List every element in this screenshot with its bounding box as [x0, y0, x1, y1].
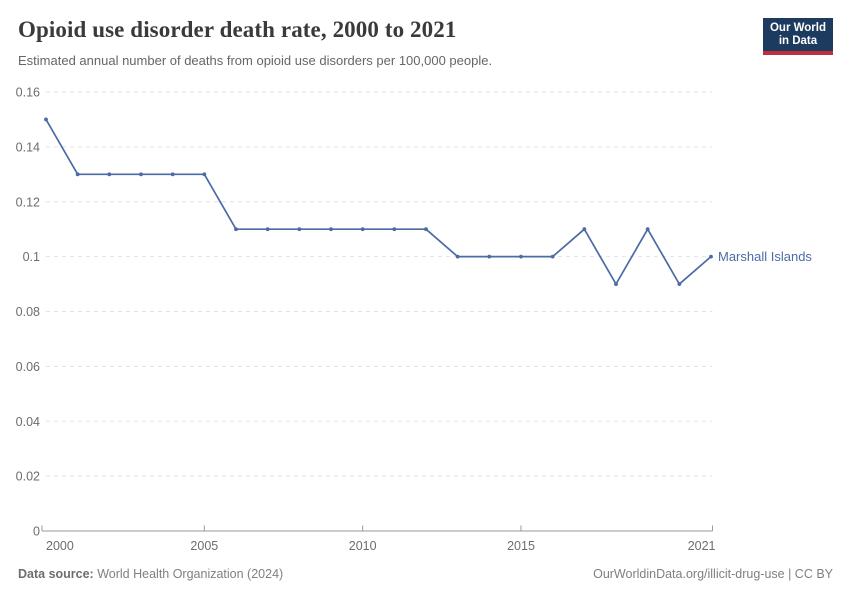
owid-logo[interactable]: Our World in Data: [762, 18, 833, 55]
data-point-marker[interactable]: [614, 282, 618, 286]
data-source-note: Data source: World Health Organization (…: [18, 567, 283, 581]
x-tick-label: 2021: [688, 539, 716, 553]
data-point-marker[interactable]: [487, 254, 492, 259]
x-axis-labels: 2000 2005 2010 2015 2021: [46, 539, 716, 553]
chart-header: Opioid use disorder death rate, 2000 to …: [18, 16, 833, 69]
owid-logo-line1: Our World: [769, 22, 826, 34]
data-point-marker[interactable]: [202, 172, 207, 177]
data-point-marker[interactable]: [709, 254, 713, 259]
y-tick-label: 0.14: [16, 140, 40, 154]
gridlines: [46, 91, 713, 477]
y-tick-label: 0.1: [23, 250, 40, 264]
data-source-label: Data source:: [18, 567, 94, 581]
data-point-marker[interactable]: [582, 227, 587, 232]
y-tick-label: 0.12: [16, 195, 40, 209]
owid-logo-line2: in Data: [778, 35, 818, 47]
y-tick-label: 0: [33, 525, 40, 539]
data-point-marker[interactable]: [645, 227, 650, 232]
data-point-marker[interactable]: [139, 172, 143, 177]
data-point-marker[interactable]: [170, 172, 175, 177]
x-tick-label: 2015: [507, 539, 535, 553]
y-tick-label: 0.08: [16, 305, 40, 319]
series-line[interactable]: [45, 118, 712, 285]
data-point-marker[interactable]: [455, 254, 460, 259]
chart-footer: Data source: World Health Organization (…: [18, 567, 833, 581]
chart-title: Opioid use disorder death rate, 2000 to …: [18, 17, 457, 42]
data-point-marker[interactable]: [329, 227, 333, 232]
y-tick-label: 0.04: [16, 415, 40, 429]
data-point-marker[interactable]: [75, 172, 80, 177]
data-source-value: World Health Organization (2024): [97, 567, 284, 581]
y-tick-label: 0.16: [16, 86, 40, 100]
x-axis: [41, 525, 713, 532]
y-tick-label: 0.06: [16, 360, 40, 374]
x-tick-label: 2010: [349, 539, 377, 553]
y-tick-label: 0.02: [16, 470, 40, 484]
y-axis-labels: 0 0.02 0.04 0.06 0.08 0.1 0.12 0.14 0.16: [16, 86, 40, 539]
data-point-marker[interactable]: [519, 254, 523, 259]
x-tick-label: 2005: [190, 539, 218, 553]
data-point-marker[interactable]: [297, 227, 302, 232]
data-point-marker[interactable]: [44, 117, 48, 122]
series-entity-label[interactable]: Marshall Islands: [718, 249, 812, 264]
series-markers[interactable]: [44, 117, 713, 286]
data-point-marker[interactable]: [550, 254, 555, 259]
chart-subtitle: Estimated annual number of deaths from o…: [18, 53, 493, 68]
data-point-marker[interactable]: [677, 282, 682, 286]
x-tick-label: 2000: [46, 539, 74, 553]
chart-titles: Opioid use disorder death rate, 2000 to …: [18, 16, 492, 69]
data-point-marker[interactable]: [360, 227, 365, 232]
data-point-marker[interactable]: [424, 227, 428, 232]
data-point-marker[interactable]: [234, 227, 238, 232]
data-point-marker[interactable]: [107, 172, 112, 177]
data-point-marker[interactable]: [392, 227, 397, 232]
owid-license-link[interactable]: OurWorldinData.org/illicit-drug-use | CC…: [593, 567, 833, 581]
data-point-marker[interactable]: [265, 227, 270, 232]
